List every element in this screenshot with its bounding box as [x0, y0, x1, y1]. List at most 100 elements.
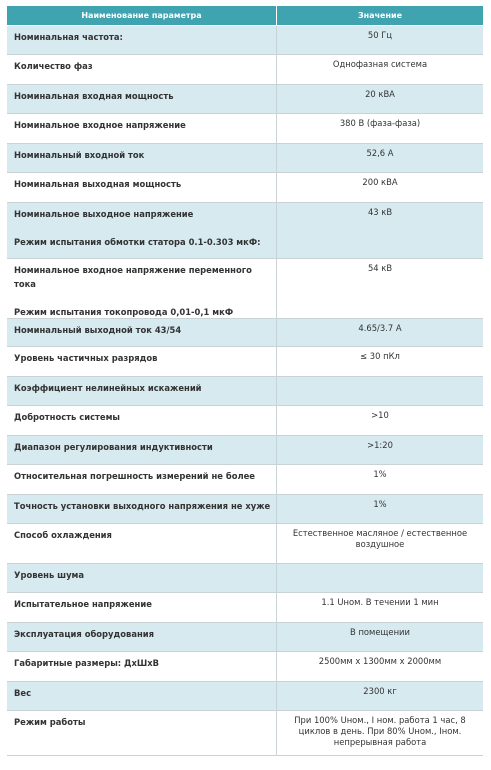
parameter-cell: Номинальное входное напряжение переменно… — [7, 259, 277, 318]
parameter-cell: Номинальная входная мощность — [7, 85, 277, 113]
table-row: Уровень шума — [7, 564, 483, 593]
value-cell: 2300 кг — [277, 682, 483, 710]
parameter-cell: Эксплуатация оборудования — [7, 623, 277, 651]
value-text: 50 Гц — [367, 30, 393, 40]
value-cell — [277, 564, 483, 592]
value-text: >1:20 — [367, 440, 393, 450]
value-cell: 50 Гц — [277, 26, 483, 54]
parameter-text: Вес — [14, 688, 32, 698]
value-cell: 1% — [277, 465, 483, 494]
table-row: Режим работы При 100% Uном., I ном. работ… — [7, 711, 483, 756]
parameter-cell: Точность установки выходного напряжения … — [7, 495, 277, 523]
value-cell: 43 кВ — [277, 203, 483, 258]
parameter-cell: Уровень частичных разрядов — [7, 347, 277, 376]
line-gap — [14, 221, 276, 235]
parameter-text: Добротность системы — [14, 412, 120, 422]
parameter-cell: Номинальное входное напряжение — [7, 114, 277, 143]
table-row: Способ охлаждения Естественное масляное /… — [7, 524, 483, 564]
parameter-cell: Номинальный входной ток — [7, 144, 277, 172]
parameter-cell: Коэффициент нелинейных искажений — [7, 377, 277, 405]
value-cell: ≤ 30 пКл — [277, 347, 483, 376]
parameter-text: Номинальная выходная мощность — [14, 179, 182, 189]
table-header-row: Наименование параметра Значение — [7, 6, 483, 26]
parameter-text: Номинальное входное напряжение — [14, 120, 186, 130]
table-row: Номинальный входной ток 52,6 А — [7, 144, 483, 173]
parameter-cell: Способ охлаждения — [7, 524, 277, 563]
parameter-text: Уровень частичных разрядов — [14, 353, 158, 363]
value-cell: >1:20 — [277, 436, 483, 464]
parameter-cell: Номинальный выходной ток 43/54 — [7, 319, 277, 346]
parameter-cell: Диапазон регулирования индуктивности — [7, 436, 277, 464]
parameter-cell: Количество фаз — [7, 55, 277, 84]
value-text: циклов в день. При 80% Uном., Iном. — [298, 726, 462, 736]
value-text: непрерывная работа — [333, 737, 427, 747]
value-text: В помещении — [350, 627, 410, 637]
value-text: Однофазная система — [332, 59, 428, 69]
table-row: Номинальная выходная мощность 200 кВА — [7, 173, 483, 203]
table-row: Относительная погрешность измерений не б… — [7, 465, 483, 495]
value-text: 1.1 Uном. В течении 1 мин — [321, 597, 439, 607]
table-row: Номинальное выходное напряжение Режим исп… — [7, 203, 483, 259]
value-cell: 4.65/3.7 А — [277, 319, 483, 346]
parameter-cell: Номинальное выходное напряжение Режим исп… — [7, 203, 277, 258]
parameter-cell: Относительная погрешность измерений не б… — [7, 465, 277, 494]
value-cell: 54 кВ — [277, 259, 483, 318]
parameter-text: Способ охлаждения — [14, 530, 112, 540]
parameter-text: Уровень шума — [14, 570, 85, 580]
parameter-text: Коэффициент нелинейных искажений — [14, 383, 202, 393]
table-row: Номинальная входная мощность 20 кВА — [7, 85, 483, 114]
value-cell: Естественное масляное / естественное возд… — [277, 524, 483, 563]
table-row: Габаритные размеры: ДхШхВ 2500мм х 1300мм… — [7, 652, 483, 682]
value-text: 43 кВ — [367, 207, 393, 217]
value-cell: 1% — [277, 495, 483, 523]
parameter-cell: Габаритные размеры: ДхШхВ — [7, 652, 277, 681]
value-text: 20 кВА — [365, 89, 395, 99]
value-text: 2300 кг — [363, 686, 397, 696]
value-cell: Однофазная система — [277, 55, 483, 84]
value-cell: При 100% Uном., I ном. работа 1 час, 8 ци… — [277, 711, 483, 755]
value-cell: 1.1 Uном. В течении 1 мин — [277, 593, 483, 622]
value-cell: >10 — [277, 406, 483, 435]
value-text: воздушное — [355, 539, 405, 549]
value-text: 4.65/3.7 А — [358, 323, 402, 333]
value-cell — [277, 377, 483, 405]
parameter-text: Номинальная частота: — [14, 32, 123, 42]
parameter-cell: Номинальная выходная мощность — [7, 173, 277, 202]
table-row: Номинальное входное напряжение 380 В (фаз… — [7, 114, 483, 144]
parameter-cell: Номинальная частота: — [7, 26, 277, 54]
value-text: 380 В (фаза-фаза) — [339, 118, 421, 128]
value-text: 200 кВА — [362, 177, 398, 187]
table-row: Номинальный выходной ток 43/54 4.65/3.7 А — [7, 319, 483, 347]
value-cell: 200 кВА — [277, 173, 483, 202]
value-text: ≤ 30 пКл — [360, 351, 400, 361]
parameter-text: Точность установки выходного напряжения … — [14, 501, 271, 511]
table-row: Номинальное входное напряжение переменно… — [7, 259, 483, 319]
table-row: Уровень частичных разрядов ≤ 30 пКл — [7, 347, 483, 377]
parameter-text: Номинальный выходной ток 43/54 — [14, 325, 182, 335]
table-row: Добротность системы >10 — [7, 406, 483, 436]
value-text: 52,6 А — [366, 148, 394, 158]
parameter-cell: Испытательное напряжение — [7, 593, 277, 622]
parameter-text: Габаритные размеры: ДхШхВ — [14, 658, 160, 668]
table-row: Количество фаз Однофазная система — [7, 55, 483, 85]
value-text: 1% — [373, 499, 387, 509]
table-row: Диапазон регулирования индуктивности >1:2… — [7, 436, 483, 465]
value-text: 54 кВ — [367, 263, 393, 273]
value-text: Естественное масляное / естественное — [292, 528, 468, 538]
parameter-text: Номинальное выходное напряжение — [14, 209, 194, 219]
table-row: Испытательное напряжение 1.1 Uном. В тече… — [7, 593, 483, 623]
value-cell: 2500мм х 1300мм х 2000мм — [277, 652, 483, 681]
value-cell: 380 В (фаза-фаза) — [277, 114, 483, 143]
table-row: Вес 2300 кг — [7, 682, 483, 711]
value-cell: В помещении — [277, 623, 483, 651]
spec-table: Наименование параметра Значение Номиналь… — [7, 6, 483, 756]
parameter-text: Испытательное напряжение — [14, 599, 152, 609]
parameter-text: Режим испытания токопровода 0,01-0,1 мкФ — [14, 307, 234, 317]
value-text: >10 — [371, 410, 389, 420]
parameter-cell: Режим работы — [7, 711, 277, 755]
parameter-text: Относительная погрешность измерений не б… — [14, 471, 255, 481]
parameter-text: Режим работы — [14, 717, 86, 727]
parameter-text: Номинальная входная мощность — [14, 91, 174, 101]
value-text: 1% — [373, 469, 387, 479]
table-row: Коэффициент нелинейных искажений — [7, 377, 483, 406]
